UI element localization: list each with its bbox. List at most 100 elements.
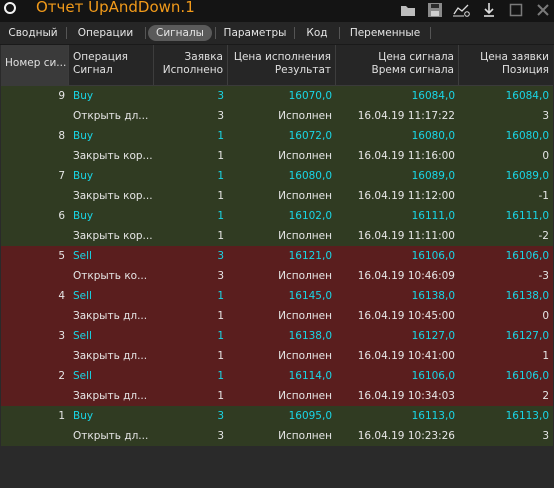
table-row[interactable]: 2 Sell 1 16114,0 16106,0 16106,0 <box>1 366 553 386</box>
result-cell: Исполнен <box>278 150 332 162</box>
tab-summary[interactable]: Сводный <box>8 27 58 39</box>
window-circle-icon[interactable] <box>4 2 16 14</box>
result-cell: Исполнен <box>278 430 332 442</box>
result-cell: Исполнен <box>278 110 332 122</box>
operation-cell: Buy <box>73 90 94 102</box>
result-cell: Исполнен <box>278 310 332 322</box>
table-row[interactable]: 3 Sell 1 16138,0 16127,0 16127,0 <box>1 326 553 346</box>
column-header-operation-label: Операция <box>73 51 128 63</box>
operation-cell: Sell <box>73 250 92 262</box>
signal-number-cell: 5 <box>58 250 65 262</box>
table-row[interactable]: Закрыть кор... 1 Исполнен 16.04.19 11:12:00… <box>1 186 553 206</box>
order-price-cell: 16127,0 <box>505 330 549 342</box>
table-row[interactable]: 8 Buy 1 16072,0 16080,0 16080,0 <box>1 126 553 146</box>
exec-price-cell: 16102,0 <box>288 210 332 222</box>
table-row[interactable]: 6 Buy 1 16102,0 16111,0 16111,0 <box>1 206 553 226</box>
table-row[interactable]: 9 Buy 3 16070,0 16084,0 16084,0 <box>1 86 553 106</box>
signal-cell: Открыть дл... <box>73 430 149 442</box>
column-header-order-price[interactable]: Цена заявки Позиция <box>459 45 553 85</box>
order-price-cell: 16113,0 <box>505 410 549 422</box>
exec-price-cell: 16070,0 <box>288 90 332 102</box>
signal-time-cell: 16.04.19 11:17:22 <box>357 110 455 122</box>
table-row[interactable]: Закрыть кор... 1 Исполнен 16.04.19 11:11:00… <box>1 226 553 246</box>
column-header-order[interactable]: Заявка Исполнено <box>154 45 228 85</box>
operation-cell: Buy <box>73 130 94 142</box>
order-qty-cell: 3 <box>217 250 224 262</box>
table-row[interactable]: Закрыть дл... 1 Исполнен 16.04.19 10:41:00 1 <box>1 346 553 366</box>
column-header-number[interactable]: Номер си... <box>1 45 69 85</box>
table-row[interactable]: 1 Buy 3 16095,0 16113,0 16113,0 <box>1 406 553 426</box>
table-row[interactable]: 4 Sell 1 16145,0 16138,0 16138,0 <box>1 286 553 306</box>
order-price-cell: 16106,0 <box>505 250 549 262</box>
signal-number-cell: 2 <box>58 370 65 382</box>
signal-number-cell: 8 <box>58 130 65 142</box>
operation-cell: Buy <box>73 410 94 422</box>
order-qty-cell: 1 <box>217 210 224 222</box>
filled-qty-cell: 1 <box>217 310 224 322</box>
result-cell: Исполнен <box>278 350 332 362</box>
order-qty-cell: 1 <box>217 130 224 142</box>
order-price-cell: 16084,0 <box>505 90 549 102</box>
tab-divider <box>430 27 431 39</box>
exec-price-cell: 16080,0 <box>288 170 332 182</box>
table-row[interactable]: Закрыть кор... 1 Исполнен 16.04.19 11:16:00… <box>1 146 553 166</box>
filled-qty-cell: 3 <box>217 270 224 282</box>
filled-qty-cell: 1 <box>217 230 224 242</box>
column-header-order-label: Заявка <box>184 51 223 63</box>
close-icon[interactable] <box>532 0 554 20</box>
column-header-exec-price[interactable]: Цена исполнения Результат <box>228 45 336 85</box>
tab-code[interactable]: Код <box>306 27 328 39</box>
signal-cell: Открыть ко... <box>73 270 148 282</box>
column-header-signal-time-label: Время сигнала <box>371 64 454 76</box>
position-cell: -2 <box>538 230 549 242</box>
exec-price-cell: 16138,0 <box>288 330 332 342</box>
tab-signals[interactable]: Сигналы <box>148 25 212 41</box>
position-cell: 3 <box>542 110 549 122</box>
window-icon[interactable] <box>505 0 527 20</box>
tab-divider <box>215 27 216 39</box>
save-icon[interactable] <box>424 0 446 20</box>
signal-price-cell: 16089,0 <box>411 170 455 182</box>
table-row[interactable]: Закрыть дл... 1 Исполнен 16.04.19 10:45:00 0 <box>1 306 553 326</box>
order-qty-cell: 3 <box>217 410 224 422</box>
signals-table: Номер си... Операция Сигнал Заявка Испол… <box>1 45 553 446</box>
column-header-operation[interactable]: Операция Сигнал <box>69 45 154 85</box>
tab-bar: Сводный Операции Сигналы Параметры Код П… <box>0 22 554 45</box>
table-row[interactable]: Открыть дл... 3 Исполнен 16.04.19 11:17:22 3 <box>1 106 553 126</box>
signal-price-cell: 16138,0 <box>411 290 455 302</box>
column-header-signal-price[interactable]: Цена сигнала Время сигнала <box>336 45 459 85</box>
signal-time-cell: 16.04.19 10:23:26 <box>357 430 455 442</box>
signal-cell: Открыть дл... <box>73 110 149 122</box>
position-cell: 0 <box>542 150 549 162</box>
tab-variables[interactable]: Переменные <box>349 27 421 39</box>
table-row[interactable]: Открыть дл... 3 Исполнен 16.04.19 10:23:26 3 <box>1 426 553 446</box>
column-header-position-label: Позиция <box>501 64 549 76</box>
operation-cell: Sell <box>73 290 92 302</box>
tab-parameters[interactable]: Параметры <box>223 27 287 39</box>
filled-qty-cell: 1 <box>217 350 224 362</box>
position-cell: 3 <box>542 430 549 442</box>
signal-number-cell: 3 <box>58 330 65 342</box>
order-price-cell: 16138,0 <box>505 290 549 302</box>
signal-cell: Закрыть дл... <box>73 310 148 322</box>
signal-time-cell: 16.04.19 10:46:09 <box>357 270 455 282</box>
download-icon[interactable] <box>478 0 500 20</box>
table-row[interactable]: 5 Sell 3 16121,0 16106,0 16106,0 <box>1 246 553 266</box>
column-header-result-label: Результат <box>274 64 331 76</box>
signal-price-cell: 16127,0 <box>411 330 455 342</box>
signal-price-cell: 16111,0 <box>411 210 455 222</box>
table-row[interactable]: Открыть ко... 3 Исполнен 16.04.19 10:46:09 -… <box>1 266 553 286</box>
order-price-cell: 16111,0 <box>505 210 549 222</box>
column-header-number-label: Номер си... <box>5 57 67 69</box>
chart-settings-icon[interactable] <box>451 0 473 20</box>
table-row[interactable]: 7 Buy 1 16080,0 16089,0 16089,0 <box>1 166 553 186</box>
tab-operations[interactable]: Операции <box>77 27 134 39</box>
table-row[interactable]: Закрыть дл... 1 Исполнен 16.04.19 10:34:03 2 <box>1 386 553 406</box>
filled-qty-cell: 1 <box>217 150 224 162</box>
order-qty-cell: 1 <box>217 370 224 382</box>
signal-number-cell: 6 <box>58 210 65 222</box>
folder-icon[interactable] <box>397 0 419 20</box>
position-cell: -1 <box>538 190 549 202</box>
signal-price-cell: 16106,0 <box>411 370 455 382</box>
signal-number-cell: 9 <box>58 90 65 102</box>
